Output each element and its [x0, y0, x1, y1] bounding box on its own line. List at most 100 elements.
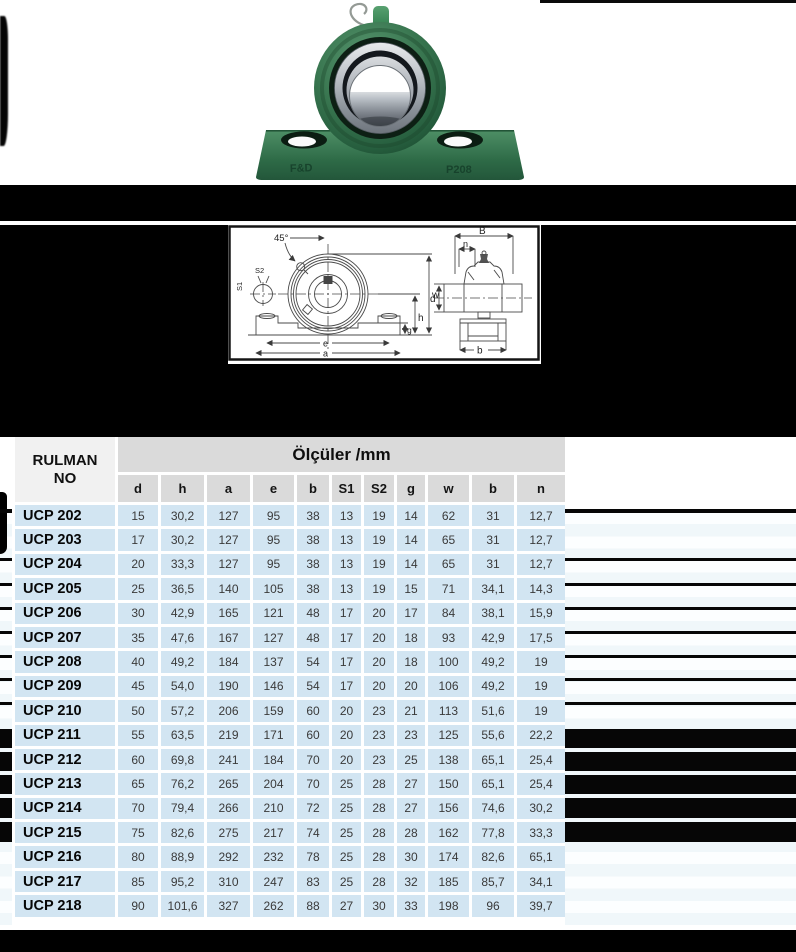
dim-cell: 310: [207, 870, 250, 893]
bearing-no-cell: UCP 207: [15, 626, 115, 649]
table-row: UCP 206 30 42,9 165 121 48 17 20 17 84 38,1 15,9: [15, 602, 566, 624]
top-border-line: [540, 0, 796, 3]
wire-clip: [349, 2, 369, 28]
dim-cell: 247: [253, 870, 294, 893]
bearing-no-cell: UCP 204: [15, 553, 115, 576]
dim-cell: 25,4: [517, 748, 566, 771]
dim-cell: 42,9: [161, 602, 204, 624]
dim-cell: 20: [332, 748, 361, 771]
dim-cell: 48: [297, 626, 329, 649]
column-header-S2-6: S2: [364, 475, 394, 502]
column-header-n-10: n: [517, 475, 566, 502]
dim-cell: 85,7: [472, 870, 514, 893]
dim-cell: 38: [297, 578, 329, 600]
dim-cell: 20: [397, 675, 425, 698]
column-header-b-9: b: [472, 475, 514, 502]
dim-cell: 25,4: [517, 773, 566, 795]
dim-cell: 69,8: [161, 748, 204, 771]
dim-cell: 33: [397, 895, 425, 917]
dim-cell: 38: [297, 505, 329, 527]
dim-cell: 65,1: [472, 773, 514, 795]
dim-cell: 100: [428, 651, 469, 673]
dim-cell: 70: [297, 748, 329, 771]
dim-cell: 17: [332, 626, 361, 649]
dim-cell: 95,2: [161, 870, 204, 893]
dim-cell: 13: [332, 529, 361, 551]
table-row: UCP 205 25 36,5 140 105 38 13 19 15 71 34,1 14,3: [15, 578, 566, 600]
dim-cell: 185: [428, 870, 469, 893]
dim-cell: 62: [428, 505, 469, 527]
dim-cell: 49,2: [472, 675, 514, 698]
dim-cell: 76,2: [161, 773, 204, 795]
dim-cell: 35: [118, 626, 158, 649]
column-header-b-4: b: [297, 475, 329, 502]
dim-cell: 14: [397, 553, 425, 576]
dim-cell: 127: [207, 529, 250, 551]
dim-cell: 28: [364, 846, 394, 868]
dim-cell: 65,1: [472, 748, 514, 771]
dim-cell: 19: [517, 675, 566, 698]
dim-cell: 82,6: [161, 822, 204, 844]
dim-cell: 79,4: [161, 797, 204, 820]
dim-cell: 55: [118, 724, 158, 746]
product-photo-section: F&D P208: [0, 0, 796, 185]
embossed-model-text: P208: [446, 164, 472, 176]
dim-cell: 18: [397, 651, 425, 673]
bearing-no-header-line2: NO: [53, 469, 77, 487]
dim-cell: 12,7: [517, 505, 566, 527]
bearing-no-cell: UCP 210: [15, 700, 115, 722]
table-row: UCP 218 90 101,6 327 262 88 27 30 33 198 96 39,7: [15, 895, 566, 917]
dim-cell: 327: [207, 895, 250, 917]
B-label: B: [479, 226, 486, 237]
dim-cell: 34,1: [517, 870, 566, 893]
pillow-block-bearing-photo: F&D P208: [256, 2, 524, 180]
dim-cell: 88,9: [161, 846, 204, 868]
dim-cell: 165: [207, 602, 250, 624]
dim-cell: 50: [118, 700, 158, 722]
dim-cell: 13: [332, 553, 361, 576]
dim-cell: 106: [428, 675, 469, 698]
dim-cell: 127: [207, 553, 250, 576]
dim-cell: 127: [207, 505, 250, 527]
dim-cell: 25: [332, 773, 361, 795]
dim-cell: 75: [118, 822, 158, 844]
table-row: UCP 207 35 47,6 167 127 48 17 20 18 93 42,9 17,5: [15, 626, 566, 649]
dimension-drawing: 45° S2 S1 w: [228, 225, 540, 361]
column-header-row: d h a e b S1 S2 g w b n: [15, 475, 566, 502]
dim-cell: 28: [397, 822, 425, 844]
bearing-no-cell: UCP 205: [15, 578, 115, 600]
dim-cell: 31: [472, 505, 514, 527]
dim-cell: 71: [428, 578, 469, 600]
table-row: UCP 215 75 82,6 275 217 74 25 28 28 162 77,8 33,3: [15, 822, 566, 844]
bearing-no-cell: UCP 218: [15, 895, 115, 917]
dim-cell: 30,2: [517, 797, 566, 820]
dim-cell: 140: [207, 578, 250, 600]
dim-cell: 74,6: [472, 797, 514, 820]
dim-cell: 138: [428, 748, 469, 771]
s2-label: S2: [255, 266, 264, 275]
dim-cell: 23: [364, 748, 394, 771]
dim-cell: 45: [118, 675, 158, 698]
table-row: UCP 212 60 69,8 241 184 70 20 23 25 138 65,1 25,4: [15, 748, 566, 771]
dim-cell: 28: [364, 822, 394, 844]
dim-cell: 217: [253, 822, 294, 844]
bearing-no-cell: UCP 215: [15, 822, 115, 844]
bearing-no-cell: UCP 211: [15, 724, 115, 746]
dim-cell: 198: [428, 895, 469, 917]
dim-cell: 25: [397, 748, 425, 771]
dim-cell: 15,9: [517, 602, 566, 624]
table-row: UCP 210 50 57,2 206 159 60 20 23 21 113 51,6 19: [15, 700, 566, 722]
dim-cell: 30,2: [161, 505, 204, 527]
bearing-no-cell: UCP 203: [15, 529, 115, 551]
dim-cell: 54,0: [161, 675, 204, 698]
dim-cell: 20: [364, 675, 394, 698]
dim-cell: 25: [332, 846, 361, 868]
column-header-w-8: w: [428, 475, 469, 502]
dim-cell: 17: [332, 651, 361, 673]
dim-cell: 17: [332, 602, 361, 624]
dim-cell: 17: [332, 675, 361, 698]
bearing-no-cell: UCP 217: [15, 870, 115, 893]
dim-cell: 19: [364, 529, 394, 551]
e-label: e: [323, 339, 328, 349]
dim-cell: 57,2: [161, 700, 204, 722]
